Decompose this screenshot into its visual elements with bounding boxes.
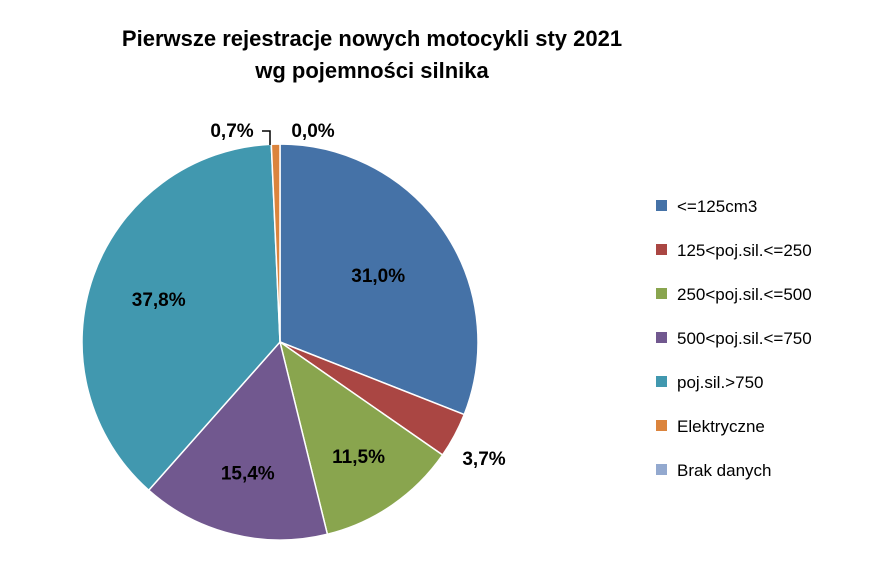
data-label-4: 15,4% <box>221 464 275 485</box>
pie-slice-3 <box>278 340 444 536</box>
pie-slice-5 <box>81 143 281 492</box>
pie-slices <box>81 143 479 541</box>
legend-label-4: 500<poj.sil.<=750 <box>677 329 812 348</box>
leader-lines <box>262 130 271 145</box>
chart-title: Pierwsze rejestracje nowych motocykli st… <box>122 26 622 51</box>
data-label-1: 31,0% <box>351 266 405 287</box>
legend-swatch-6 <box>656 420 667 431</box>
legend-swatch-5 <box>656 376 667 387</box>
pie-slice-6 <box>270 143 281 343</box>
legend-label-6: Elektryczne <box>677 417 765 436</box>
legend-label-5: poj.sil.>750 <box>677 373 763 392</box>
legend-swatch-7 <box>656 464 667 475</box>
data-label-5: 37,8% <box>132 290 186 311</box>
legend-label-1: <=125cm3 <box>677 197 757 216</box>
leader-line-elektryczne <box>262 130 271 145</box>
pie-slice-4 <box>147 340 329 541</box>
data-labels: 31,0% 3,7% 11,5% 15,4% 37,8% 0,7% 0,0% <box>132 121 506 485</box>
legend-swatch-4 <box>656 332 667 343</box>
pie-slice-1 <box>279 143 479 416</box>
data-label-2: 3,7% <box>462 449 505 470</box>
data-label-3: 11,5% <box>332 447 385 468</box>
legend-swatch-3 <box>656 288 667 299</box>
legend-label-7: Brak danych <box>677 461 772 480</box>
legend-label-2: 125<poj.sil.<=250 <box>677 241 812 260</box>
data-label-6: 0,7% <box>210 121 253 142</box>
data-label-7: 0,0% <box>291 121 334 142</box>
legend: <=125cm3 125<poj.sil.<=250 250<poj.sil.<=5… <box>656 197 812 480</box>
legend-swatch-1 <box>656 200 667 211</box>
legend-swatch-2 <box>656 244 667 255</box>
legend-label-3: 250<poj.sil.<=500 <box>677 285 812 304</box>
chart-subtitle: wg pojemności silnika <box>254 58 489 83</box>
